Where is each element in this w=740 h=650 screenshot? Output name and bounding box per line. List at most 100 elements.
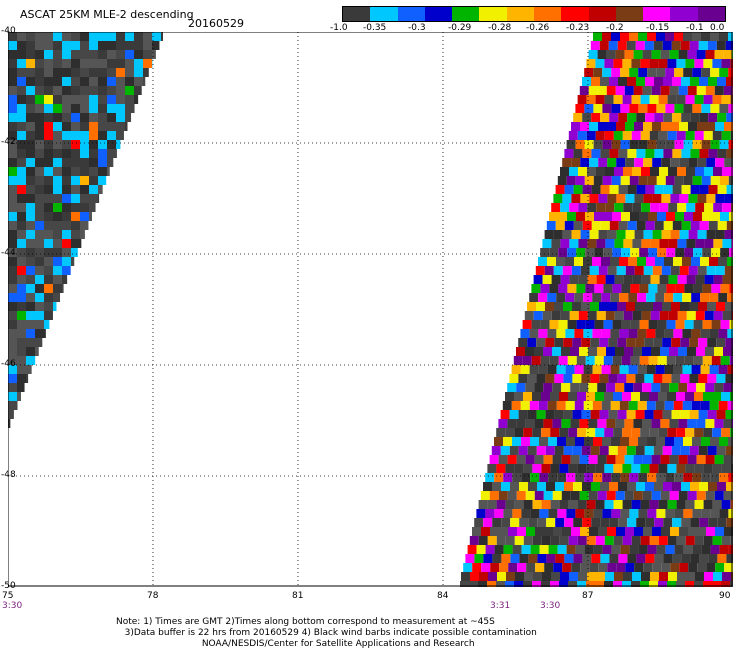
swath-cell bbox=[98, 131, 107, 140]
swath-cell bbox=[649, 536, 659, 545]
swath-cell bbox=[661, 158, 671, 167]
swath-cell bbox=[643, 266, 653, 275]
swath-cell bbox=[558, 284, 568, 293]
swath-cell bbox=[719, 473, 729, 482]
swath-cell bbox=[637, 365, 647, 374]
swath-cell bbox=[705, 419, 715, 428]
swath-cell bbox=[533, 275, 543, 284]
swath-cell bbox=[683, 176, 693, 185]
swath-cell bbox=[704, 572, 713, 581]
swath-cell bbox=[586, 95, 596, 104]
swath-cell bbox=[587, 275, 597, 284]
swath-cell bbox=[640, 59, 650, 68]
swath-cell bbox=[80, 86, 89, 95]
swath-cell bbox=[558, 356, 568, 365]
swath-cell bbox=[660, 347, 669, 356]
swath-cell bbox=[565, 257, 574, 266]
swath-cell bbox=[656, 473, 666, 482]
swath-cell bbox=[547, 257, 556, 266]
longitude-label: 78 bbox=[147, 591, 159, 601]
swath-cell bbox=[44, 221, 53, 230]
swath-cell bbox=[649, 428, 659, 437]
swath-cell bbox=[706, 230, 716, 239]
swath-cell bbox=[707, 41, 717, 50]
swath-cell bbox=[8, 230, 17, 239]
swath-cell bbox=[17, 32, 26, 41]
swath-cell bbox=[549, 284, 559, 293]
swath-cell bbox=[580, 230, 590, 239]
swath-cell bbox=[595, 131, 605, 140]
swath-cell bbox=[665, 68, 675, 77]
swath-cell bbox=[89, 176, 98, 185]
swath-cell bbox=[523, 581, 532, 587]
swath-cell bbox=[26, 338, 35, 347]
swath-cell bbox=[125, 104, 134, 113]
swath-cell bbox=[567, 212, 576, 221]
swath-cell bbox=[630, 320, 640, 329]
swath-cell bbox=[716, 302, 725, 311]
swath-cell bbox=[716, 41, 726, 50]
swath-cell bbox=[709, 365, 719, 374]
swath-cell bbox=[592, 365, 602, 374]
swath-cell bbox=[546, 554, 556, 563]
swath-cell bbox=[26, 212, 35, 221]
swath-cell bbox=[727, 293, 733, 302]
swath-cell bbox=[17, 86, 26, 95]
swath-cell bbox=[646, 329, 656, 338]
swath-cell bbox=[583, 293, 593, 302]
swath-cell bbox=[675, 320, 685, 329]
swath-cell bbox=[720, 248, 730, 257]
swath-cell bbox=[8, 248, 17, 257]
swath-cell bbox=[538, 257, 547, 266]
swath-cell bbox=[673, 365, 683, 374]
swath-cell bbox=[587, 203, 597, 212]
swath-cell bbox=[685, 464, 695, 473]
swath-cell bbox=[53, 257, 62, 266]
swath-cell bbox=[677, 239, 687, 248]
swath-cell bbox=[658, 581, 667, 587]
swath-cell bbox=[602, 140, 612, 149]
swath-cell bbox=[678, 455, 688, 464]
swath-cell bbox=[523, 464, 533, 473]
swath-cell bbox=[599, 302, 608, 311]
swath-cell bbox=[589, 563, 599, 572]
swath-cell bbox=[675, 212, 684, 221]
swath-cell bbox=[550, 536, 560, 545]
swath-cell bbox=[570, 419, 580, 428]
swath-cell bbox=[656, 68, 666, 77]
swath-cell bbox=[567, 356, 577, 365]
swath-cell bbox=[560, 203, 570, 212]
swath-cell bbox=[501, 482, 510, 491]
swath-cell bbox=[708, 185, 718, 194]
swath-cell bbox=[536, 446, 546, 455]
swath-cell bbox=[578, 167, 587, 176]
swath-cell bbox=[723, 455, 733, 464]
swath-cell bbox=[683, 509, 693, 518]
swath-cell bbox=[669, 419, 679, 428]
swath-cell bbox=[587, 167, 596, 176]
swath-cell bbox=[561, 383, 571, 392]
swath-cell bbox=[645, 113, 655, 122]
swath-cell bbox=[576, 248, 586, 257]
swath-cell bbox=[17, 212, 26, 221]
swath-cell bbox=[62, 230, 71, 239]
swath-cell bbox=[710, 437, 719, 446]
swath-cell bbox=[8, 410, 14, 419]
swath-cell bbox=[654, 113, 664, 122]
swath-cell bbox=[692, 140, 702, 149]
swath-cell bbox=[26, 239, 35, 248]
swath-cell bbox=[602, 68, 612, 77]
swath-cell bbox=[80, 95, 89, 104]
swath-cell bbox=[80, 140, 89, 149]
swath-cell bbox=[663, 554, 673, 563]
swath-cell bbox=[521, 545, 531, 554]
swath-cell bbox=[623, 203, 633, 212]
swath-cell bbox=[594, 248, 604, 257]
swath-cell bbox=[568, 500, 578, 509]
swath-cell bbox=[26, 104, 35, 113]
swath-cell bbox=[633, 86, 643, 95]
swath-cell bbox=[681, 149, 691, 158]
swath-cell bbox=[577, 464, 587, 473]
swath-cell bbox=[599, 446, 609, 455]
swath-cell bbox=[696, 86, 706, 95]
